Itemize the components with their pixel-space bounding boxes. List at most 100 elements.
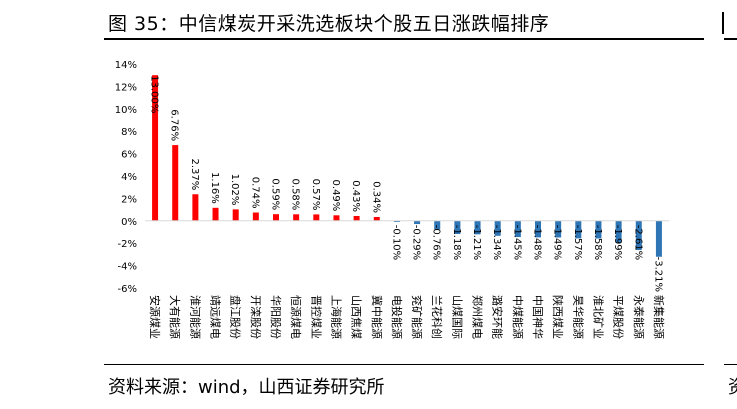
category-label: 山西焦煤 [350, 295, 363, 339]
category-label: 淮北矿业 [591, 295, 604, 339]
bar [535, 220, 541, 238]
value-label: 0.57% [310, 179, 321, 211]
bar-chart: 14% 12% 10% 8% 6% 4% 2% 0% -2% -4% -6% 安源煤业 大有能源 淮河能… [115, 60, 669, 339]
value-label: -1.18% [451, 225, 462, 260]
adjacent-title-divider [724, 38, 737, 40]
value-label: 1.02% [229, 174, 240, 206]
category-label: 永泰能源 [632, 295, 646, 339]
category-label: 冀中能源 [370, 295, 384, 339]
category-label: 淮河能源 [188, 295, 202, 339]
category-label: 山煤国际 [450, 295, 463, 339]
category-label: 恒源煤电 [289, 295, 303, 339]
title-divider [104, 38, 704, 40]
value-label: 1.16% [209, 172, 220, 204]
category-label: 上海能源 [329, 295, 343, 339]
figure-title: 图 35：中信煤炭开采洗选板块个股五日涨跌幅排序 [108, 13, 550, 35]
bar [414, 220, 421, 225]
bar [595, 220, 602, 239]
category-label: 安源煤业 [148, 295, 162, 339]
bar [393, 220, 400, 222]
bar [293, 214, 300, 221]
y-tick-label: 12% [115, 82, 137, 93]
value-label: -1.57% [572, 225, 583, 260]
bar [635, 220, 642, 251]
bar-series [152, 75, 662, 257]
category-label: 靖远煤电 [209, 295, 222, 339]
y-tick-label: 8% [121, 127, 137, 138]
value-label: 0.59% [270, 178, 281, 210]
bar [152, 75, 159, 221]
bar [494, 220, 501, 236]
y-tick-label: 2% [121, 194, 137, 205]
adjacent-figure-edge [722, 12, 728, 34]
y-tick-label: 14% [115, 60, 137, 71]
category-label: 陕西煤业 [551, 295, 565, 339]
value-label: -3.21% [652, 257, 663, 292]
y-tick-label: -2% [118, 239, 137, 250]
value-label: -1.49% [552, 225, 563, 260]
value-label: -0.10% [390, 225, 401, 260]
bar [232, 209, 239, 221]
category-label: 电投能源 [390, 295, 404, 339]
footer-divider [104, 364, 704, 365]
value-label: 0.74% [249, 177, 260, 209]
category-label: 兰花科创 [430, 295, 444, 339]
bar [192, 194, 199, 221]
value-label: 0.58% [290, 179, 301, 211]
y-axis: 14% 12% 10% 8% 6% 4% 2% 0% -2% -4% -6% [115, 60, 137, 295]
value-label: -1.99% [612, 225, 623, 260]
value-label: 0.34% [370, 181, 381, 213]
bar [353, 215, 360, 221]
y-tick-label: 0% [121, 217, 137, 228]
value-label: 2.37% [189, 158, 200, 190]
y-tick-label: -6% [118, 284, 137, 295]
value-label: -1.58% [592, 225, 603, 260]
category-label: 昊华能源 [571, 295, 585, 339]
value-label: -0.76% [431, 225, 442, 260]
bar [172, 145, 179, 221]
bar [434, 220, 441, 230]
bar [313, 214, 320, 221]
bar [555, 220, 562, 238]
value-label: -1.48% [532, 225, 543, 260]
value-label: -2.61% [632, 225, 643, 260]
adjacent-footer-divider [724, 364, 737, 365]
bar [474, 220, 481, 235]
x-axis: 安源煤业 大有能源 淮河能源 靖远煤电 盘江股份 开滦股份 华阳股份 恒源煤电 晋控煤业 上海能源… [145, 220, 669, 339]
value-label: 13.00% [149, 75, 160, 113]
y-tick-label: 4% [121, 172, 137, 183]
bar [615, 220, 622, 244]
category-label: 晋控煤业 [309, 295, 323, 339]
bar [333, 215, 340, 221]
value-label: 6.76% [169, 109, 180, 141]
y-tick-label: 10% [115, 105, 137, 116]
source-note: 资料来源：wind，山西证券研究所 [108, 377, 385, 398]
category-label: 潞安环能 [491, 295, 505, 339]
value-label: -1.34% [491, 225, 502, 260]
y-tick-label: -4% [118, 262, 137, 273]
adjacent-figure-edge-glyph: 资 [728, 373, 737, 399]
category-label: 中煤能源 [511, 295, 525, 339]
bar [655, 220, 662, 257]
value-label: 0.43% [350, 180, 361, 212]
category-label: 华阳股份 [269, 295, 283, 339]
category-label: 兖矿能源 [410, 295, 424, 339]
bar [514, 220, 521, 238]
bar [454, 220, 461, 235]
value-label: -1.45% [511, 225, 522, 260]
category-label: 盘江股份 [229, 295, 243, 339]
bar [273, 214, 279, 221]
category-label: 大有能源 [168, 295, 182, 339]
category-label: 平煤股份 [612, 295, 625, 339]
bar [373, 216, 380, 221]
value-label: -0.29% [411, 225, 422, 260]
data-labels: 13.00% 6.76% 2.37% 1.16% 1.02% 0.74% 0.59% 0.58… [149, 75, 664, 292]
value-label: 0.49% [330, 180, 341, 212]
y-tick-label: 6% [121, 150, 137, 161]
bar [212, 207, 219, 221]
value-label: -1.21% [471, 225, 482, 260]
category-label: 郑州煤电 [471, 295, 485, 339]
bar [252, 212, 259, 221]
bar [575, 220, 582, 239]
category-label: 新集能源 [652, 295, 666, 339]
